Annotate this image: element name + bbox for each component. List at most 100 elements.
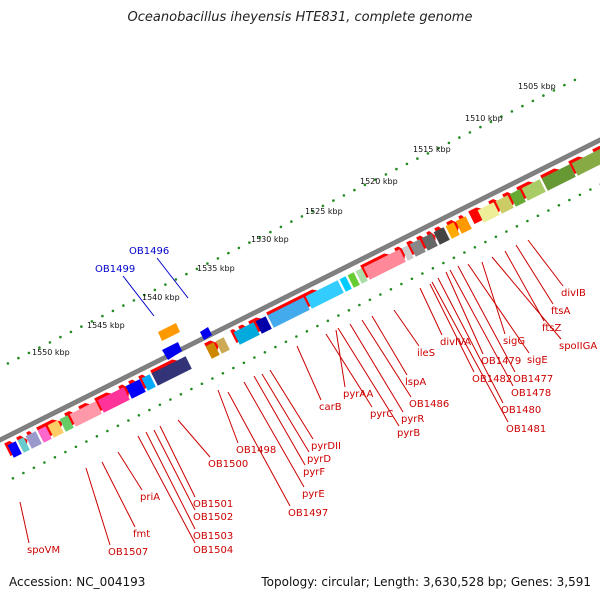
gene-leader-line <box>217 389 239 444</box>
reverse-gene-block <box>17 437 30 453</box>
reverse-gene-block <box>69 401 102 427</box>
scale-dot <box>353 188 356 192</box>
gene-leader-line <box>325 333 373 408</box>
inner-scale-dot <box>95 435 99 438</box>
reverse-gene-block <box>7 441 22 458</box>
gene-leader-line <box>269 369 314 440</box>
scale-dot <box>510 110 514 113</box>
inner-scale-dot <box>64 450 67 454</box>
gene-leader-line <box>431 281 509 423</box>
gene-label: OB1496 <box>129 246 169 257</box>
map-title: Oceanobacillus iheyensis HTE831, complet… <box>127 10 473 25</box>
gene-leader-line <box>515 244 554 305</box>
gene-label: OB1502 <box>193 512 233 523</box>
gene-leader-line <box>19 501 30 544</box>
inner-scale-dot <box>200 382 204 386</box>
reverse-gene-block <box>495 195 514 214</box>
gene-leader-line <box>337 327 400 427</box>
inner-scale-dot <box>137 414 141 417</box>
scale-dot <box>500 115 503 118</box>
reverse-gene-block <box>233 322 260 345</box>
scale-dot <box>174 278 178 281</box>
gene-label: OB1503 <box>193 531 233 542</box>
blue-gene-block <box>200 327 212 340</box>
gene-leader-line <box>85 467 111 546</box>
inner-scale-dot <box>463 251 466 254</box>
scale-dot <box>164 283 167 286</box>
gene-label: pyrDII <box>311 441 341 452</box>
inner-scale-dot <box>526 219 529 223</box>
reverse-gene-block <box>151 356 192 386</box>
scale-dot <box>6 362 10 365</box>
inner-scale-dot <box>190 387 193 391</box>
scale-dot <box>122 304 125 307</box>
scale-dot <box>300 215 304 218</box>
inner-scale-dot <box>505 230 508 233</box>
inner-scale-dot <box>547 209 550 212</box>
gene-label: OB1486 <box>409 399 449 410</box>
gene-label: pyrD <box>307 454 331 465</box>
gene-label: divIB <box>561 288 586 299</box>
inner-scale-dot <box>589 188 592 191</box>
inner-scale-dot <box>284 340 288 344</box>
gene-label: OB1477 <box>513 374 553 385</box>
scale-tick-label: 1505 kbp <box>518 82 556 91</box>
gene-label: spoIIGA <box>559 341 597 352</box>
scale-dot <box>80 325 83 328</box>
scale-dot <box>531 99 535 103</box>
inner-dot-track <box>11 183 600 480</box>
gene-leader-line <box>335 329 346 388</box>
reverse-gene-block <box>37 426 52 443</box>
scale-dot <box>216 257 220 260</box>
reverse-gene-block <box>433 227 450 245</box>
reverse-gene-block <box>205 342 220 359</box>
scale-dot <box>38 346 41 349</box>
gene-label: priA <box>140 492 160 503</box>
reverse-gene-block <box>267 297 310 328</box>
scale-tick-label: 1520 kbp <box>360 177 398 186</box>
scale-dot <box>69 330 73 334</box>
inner-scale-dot <box>116 424 120 428</box>
inner-scale-dot <box>400 282 403 286</box>
inner-scale-dot <box>158 403 162 407</box>
blue-gene-block <box>162 342 182 360</box>
scale-dot <box>143 293 146 297</box>
inner-scale-dot <box>11 477 15 480</box>
scale-tick-label: 1545 kbp <box>87 321 125 330</box>
inner-scale-dot <box>473 246 477 249</box>
scale-dot <box>563 83 566 87</box>
gene-label: carB <box>319 402 342 413</box>
scale-dot <box>489 120 493 124</box>
scale-dot <box>363 183 367 187</box>
scale-dot <box>468 131 472 134</box>
gene-label: OB1478 <box>511 388 551 399</box>
scale-dot <box>206 262 209 265</box>
reverse-gene-block <box>571 148 600 176</box>
inner-scale-dot <box>127 419 130 422</box>
reverse-gene-block <box>363 249 406 280</box>
gene-leader-line <box>504 250 545 322</box>
scale-dot <box>321 204 325 208</box>
reverse-gene-block <box>355 268 368 284</box>
scale-dot <box>101 314 104 318</box>
reverse-gene-block <box>509 189 526 207</box>
scale-dot <box>311 209 314 213</box>
gene-label: lspA <box>405 377 426 388</box>
gene-label: OB1499 <box>95 264 135 275</box>
gene-leader-line <box>101 461 136 528</box>
reverse-gene-block <box>401 245 414 261</box>
gene-leader-line <box>457 265 516 373</box>
gene-label: OB1482 <box>472 374 512 385</box>
scale-dot <box>521 104 524 108</box>
gene-leader-line <box>296 345 322 401</box>
genome-backbone <box>0 137 600 443</box>
reverse-gene-block <box>215 337 230 354</box>
gene-leader-line <box>243 381 305 488</box>
scale-dot <box>237 246 241 250</box>
gene-label: OB1501 <box>193 499 233 510</box>
gene-label: OB1480 <box>501 405 541 416</box>
gene-leader-line <box>253 375 306 466</box>
inner-scale-dot <box>295 335 298 338</box>
scale-dot <box>437 146 440 150</box>
